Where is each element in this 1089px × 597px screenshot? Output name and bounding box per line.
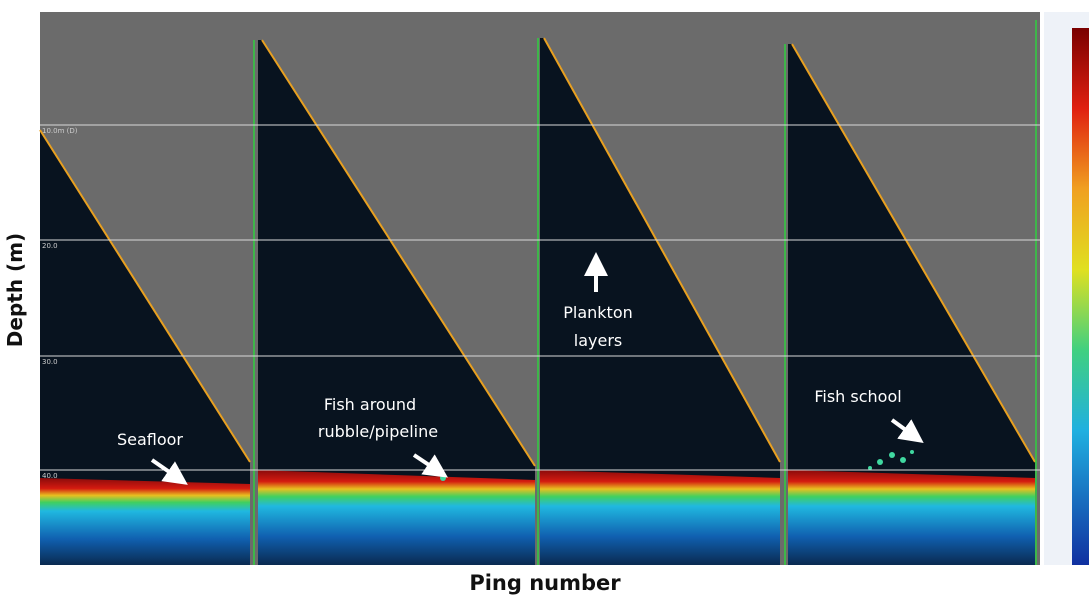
colorbar [1072, 28, 1089, 565]
depth-label: 10.0m (D) [42, 127, 78, 135]
annotation: Fish around [324, 395, 416, 414]
depth-label: 40.0 [42, 472, 58, 480]
annotation: layers [574, 331, 622, 350]
annotation: rubble/pipeline [318, 422, 438, 441]
annotation: Fish school [814, 387, 901, 406]
echogram-figure: 10.0m (D) 20.0 30.0 40.0 Seafloor Fish a… [0, 0, 1089, 597]
x-axis-label: Ping number [469, 571, 621, 595]
annotation: Plankton [563, 303, 633, 322]
depth-label: 30.0 [42, 358, 58, 366]
depth-label: 20.0 [42, 242, 58, 250]
annotation: Seafloor [117, 430, 183, 449]
y-axis-label: Depth (m) [3, 233, 27, 347]
